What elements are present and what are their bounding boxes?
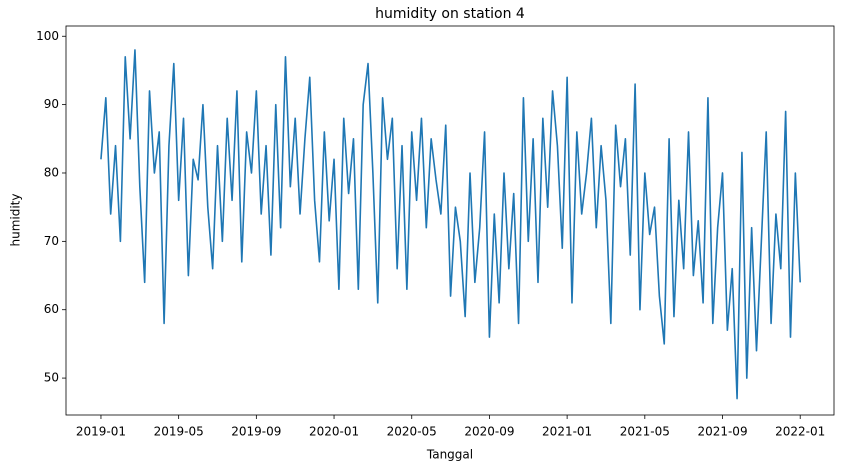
y-tick-label: 100 — [36, 29, 59, 43]
plot-frame — [65, 25, 835, 416]
y-tick-label: 70 — [44, 234, 59, 248]
x-tick-label: 2019-09 — [231, 425, 281, 439]
x-tick-label: 2021-01 — [542, 425, 592, 439]
x-tick-label: 2021-09 — [697, 425, 747, 439]
x-tick-label: 2020-09 — [464, 425, 514, 439]
x-tick-label: 2021-05 — [620, 425, 670, 439]
x-tick-label: 2020-05 — [387, 425, 437, 439]
x-tick-label: 2020-01 — [309, 425, 359, 439]
x-axis-label: Tanggal — [426, 448, 473, 462]
y-tick-label: 60 — [44, 302, 59, 316]
x-tick-label: 2019-05 — [154, 425, 204, 439]
x-tick-label: 2019-01 — [76, 425, 126, 439]
data-line — [100, 49, 801, 400]
y-tick-label: 80 — [44, 165, 59, 179]
chart-title: humidity on station 4 — [375, 6, 525, 22]
y-tick-label: 90 — [44, 97, 59, 111]
y-axis-label: humidity — [9, 194, 23, 247]
x-tick-label: 2022-01 — [775, 425, 825, 439]
y-tick-label: 50 — [44, 371, 59, 385]
